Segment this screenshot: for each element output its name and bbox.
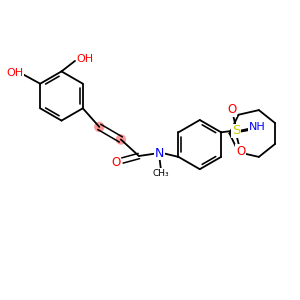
Text: OH: OH	[76, 54, 94, 64]
Text: OH: OH	[6, 68, 23, 78]
Text: S: S	[232, 124, 240, 137]
Text: O: O	[236, 145, 245, 158]
Text: NH: NH	[248, 122, 265, 132]
Circle shape	[116, 135, 125, 144]
Text: O: O	[111, 155, 120, 169]
Circle shape	[95, 122, 104, 131]
Text: N: N	[154, 146, 164, 160]
Text: O: O	[227, 103, 236, 116]
Text: CH₃: CH₃	[153, 169, 169, 178]
